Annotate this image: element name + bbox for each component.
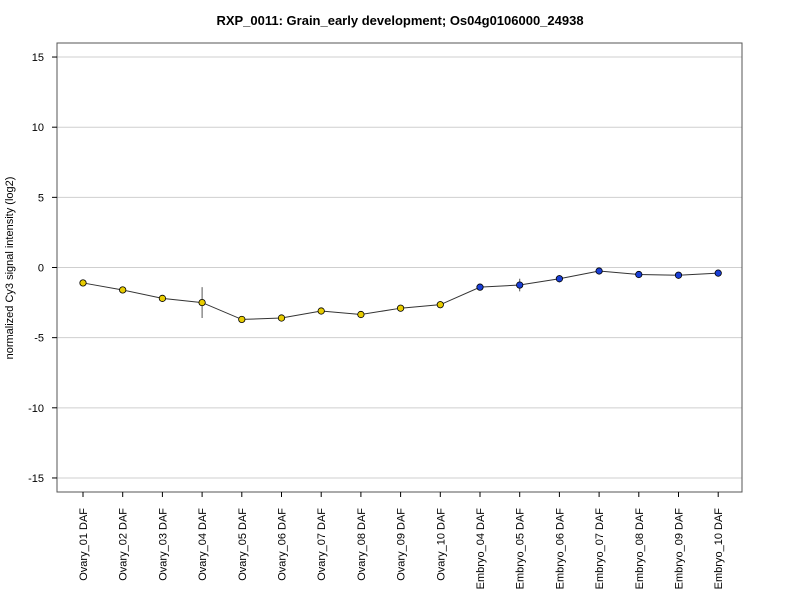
x-tick-label: Ovary_09 DAF [396, 508, 408, 581]
x-tick-label: Ovary_04 DAF [197, 508, 209, 581]
data-point [198, 298, 206, 307]
data-point [238, 315, 246, 324]
x-tick-label: Ovary_03 DAF [157, 508, 169, 581]
data-point [595, 267, 603, 275]
x-tick-label: Ovary_02 DAF [118, 508, 130, 581]
data-point [635, 270, 643, 279]
y-tick-label: -10 [28, 403, 44, 415]
data-point [476, 283, 484, 291]
data-point [674, 271, 683, 279]
data-point [119, 286, 127, 294]
data-point [79, 279, 87, 287]
x-tick-label: Embryo_04 DAF [475, 508, 487, 590]
x-tick-label: Embryo_06 DAF [554, 508, 566, 590]
chart-title: RXP_0011: Grain_early development; Os04g… [216, 13, 584, 28]
x-tick-label: Embryo_09 DAF [674, 508, 686, 590]
x-tick-label: Embryo_10 DAF [713, 508, 725, 590]
y-tick-label: 15 [32, 52, 44, 64]
gridlines [57, 56, 742, 479]
y-tick-label: 10 [32, 122, 44, 134]
y-axis: 15 10 5 0 -5 -10 -15 [28, 52, 57, 485]
series-line [82, 270, 719, 320]
series [79, 267, 722, 324]
data-point [357, 310, 365, 319]
data-point [317, 307, 325, 315]
x-axis: Ovary_01 DAF Ovary_02 DAF Ovary_03 DAF Ovar… [78, 492, 725, 589]
x-tick-label: Ovary_10 DAF [435, 508, 447, 581]
x-tick-label: Embryo_08 DAF [634, 508, 646, 590]
data-point [516, 281, 524, 289]
data-point [555, 275, 564, 283]
data-point [436, 301, 444, 309]
data-point [277, 314, 286, 322]
y-tick-label: 5 [38, 192, 44, 204]
x-tick-label: Ovary_07 DAF [316, 508, 328, 581]
data-point [396, 304, 405, 312]
y-tick-label: -5 [34, 333, 44, 345]
x-tick-label: Ovary_06 DAF [277, 508, 289, 581]
x-tick-label: Ovary_08 DAF [356, 508, 368, 581]
y-tick-label: -15 [28, 473, 44, 485]
x-tick-label: Ovary_01 DAF [78, 508, 90, 581]
x-tick-label: Embryo_07 DAF [594, 508, 606, 590]
x-tick-label: Ovary_05 DAF [237, 508, 249, 581]
data-point [158, 294, 166, 302]
y-tick-label: 0 [38, 263, 44, 275]
x-tick-label: Embryo_05 DAF [515, 508, 527, 590]
data-point [714, 269, 722, 277]
